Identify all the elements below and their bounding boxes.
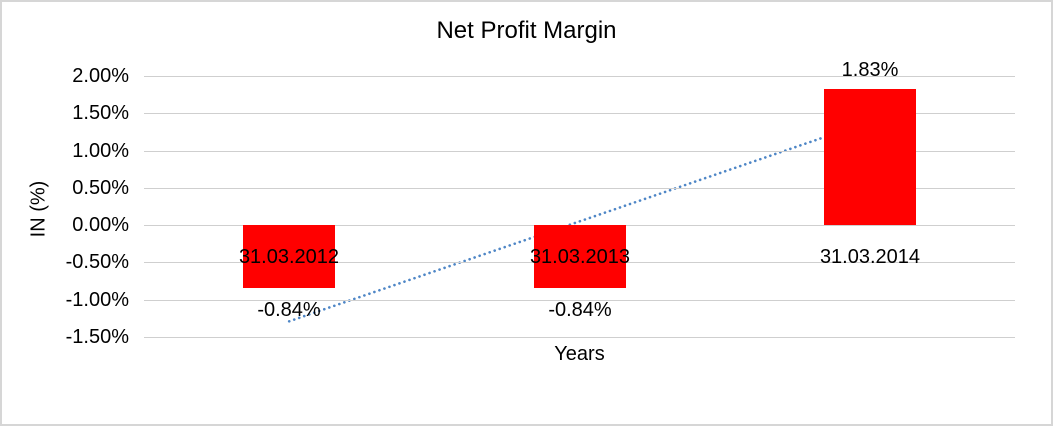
bar-31.03.2013 <box>534 225 626 288</box>
bar-value-label: -0.84% <box>548 299 612 321</box>
y-tick-label: 1.00% <box>72 140 129 162</box>
gridline <box>144 113 1015 114</box>
bar-value-label: -0.84% <box>257 299 321 321</box>
chart-title: Net Profit Margin <box>436 17 617 44</box>
y-tick-label: 0.50% <box>72 177 129 199</box>
bar-category-label: 31.03.2012 <box>238 246 340 268</box>
bar-category-label: 31.03.2013 <box>529 246 631 268</box>
gridline <box>144 151 1015 152</box>
gridline <box>144 337 1015 338</box>
gridline <box>144 300 1015 301</box>
y-tick-label: -0.50% <box>65 251 129 273</box>
x-axis-title: Years <box>554 343 605 365</box>
bar-value-label: 1.83% <box>841 59 899 81</box>
y-tick-label: -1.00% <box>65 289 129 311</box>
gridline <box>144 76 1015 77</box>
bar-31.03.2012 <box>243 225 335 288</box>
y-tick-label: 2.00% <box>72 65 129 87</box>
y-tick-label: 0.00% <box>72 214 129 236</box>
bar-category-label: 31.03.2014 <box>819 246 921 268</box>
gridline <box>144 188 1015 189</box>
y-tick-label: -1.50% <box>65 326 129 348</box>
y-tick-label: 1.50% <box>72 102 129 124</box>
bar-31.03.2014 <box>824 89 916 225</box>
